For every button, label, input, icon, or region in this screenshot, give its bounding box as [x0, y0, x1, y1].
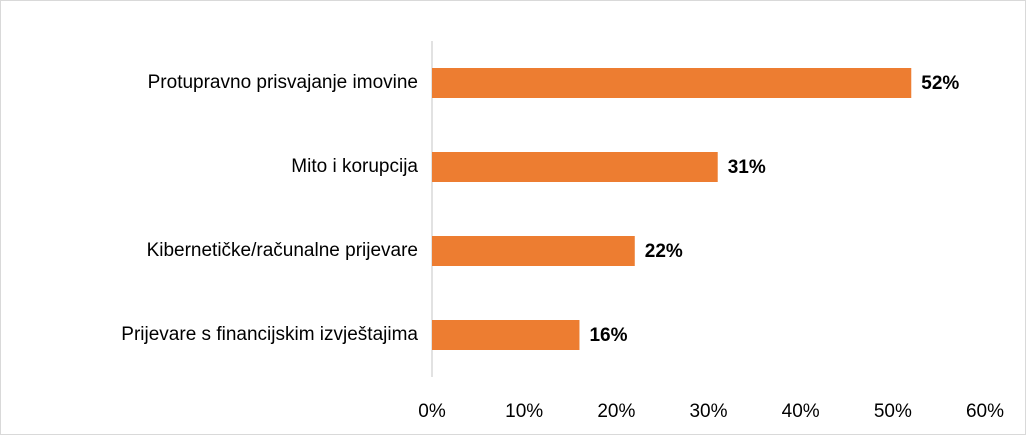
y-tick-label: Prijevare s financijskim izvještajima: [121, 324, 418, 345]
data-label: 22%: [645, 241, 683, 262]
bar: [432, 68, 912, 98]
x-tick-label: 30%: [689, 401, 727, 422]
data-label: 31%: [728, 157, 766, 178]
x-tick-label: 40%: [782, 401, 820, 422]
x-tick-label: 10%: [505, 401, 543, 422]
y-tick-label: Kibernetičke/računalne prijevare: [147, 240, 418, 261]
bar: [432, 236, 635, 266]
x-tick-label: 60%: [966, 401, 1004, 422]
x-tick-label: 50%: [874, 401, 912, 422]
bar: [432, 320, 580, 350]
data-label: 16%: [589, 325, 627, 346]
x-tick-label: 20%: [597, 401, 635, 422]
y-tick-label: Protupravno prisvajanje imovine: [148, 72, 418, 93]
bar: [432, 152, 718, 182]
x-tick-label: 0%: [418, 401, 446, 422]
data-label: 52%: [921, 73, 959, 94]
y-tick-label: Mito i korupcija: [291, 156, 418, 177]
